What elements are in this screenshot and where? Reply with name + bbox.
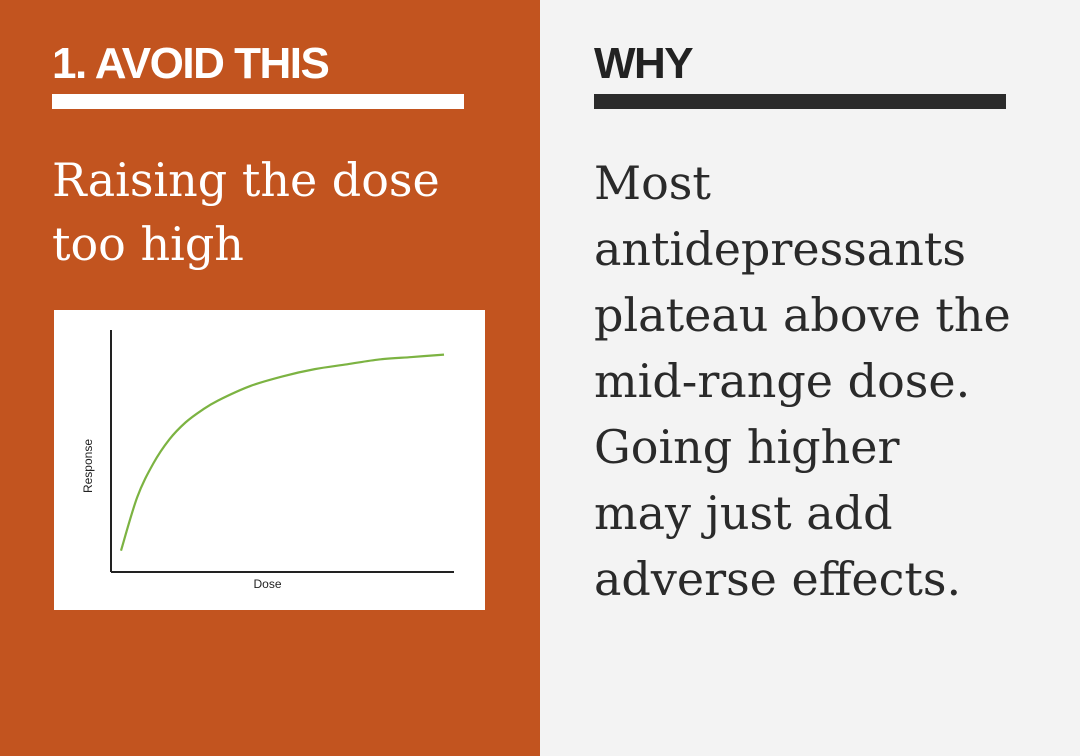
x-axis-label: Dose: [253, 577, 281, 591]
why-heading: WHY: [594, 39, 694, 88]
avoid-subtitle: Raising the dose too high: [52, 148, 492, 276]
avoid-heading: 1. AVOID THIS: [52, 39, 330, 88]
explanation-line: Most: [594, 156, 711, 210]
subtitle-line: Raising the dose: [52, 153, 440, 207]
explanation-line: mid-range dose.: [594, 354, 971, 408]
explanation-line: antidepressants: [594, 222, 966, 276]
explanation-line: may just add: [594, 486, 893, 540]
y-axis-label: Response: [81, 439, 95, 493]
left-panel: 1. AVOID THIS Raising the dose too high …: [0, 0, 540, 756]
explanation-line: Going higher: [594, 420, 900, 474]
dose-response-chart: Dose Response: [54, 310, 485, 610]
explanation-line: plateau above the: [594, 288, 1011, 342]
chart-svg: Dose Response: [81, 330, 454, 591]
explanation-line: adverse effects.: [594, 552, 962, 606]
subtitle-line: too high: [52, 217, 244, 271]
why-underline: [594, 94, 1006, 109]
response-curve: [119, 353, 445, 551]
heading-underline: [52, 94, 464, 109]
why-explanation: Most antidepressants plateau above the m…: [594, 150, 1064, 612]
